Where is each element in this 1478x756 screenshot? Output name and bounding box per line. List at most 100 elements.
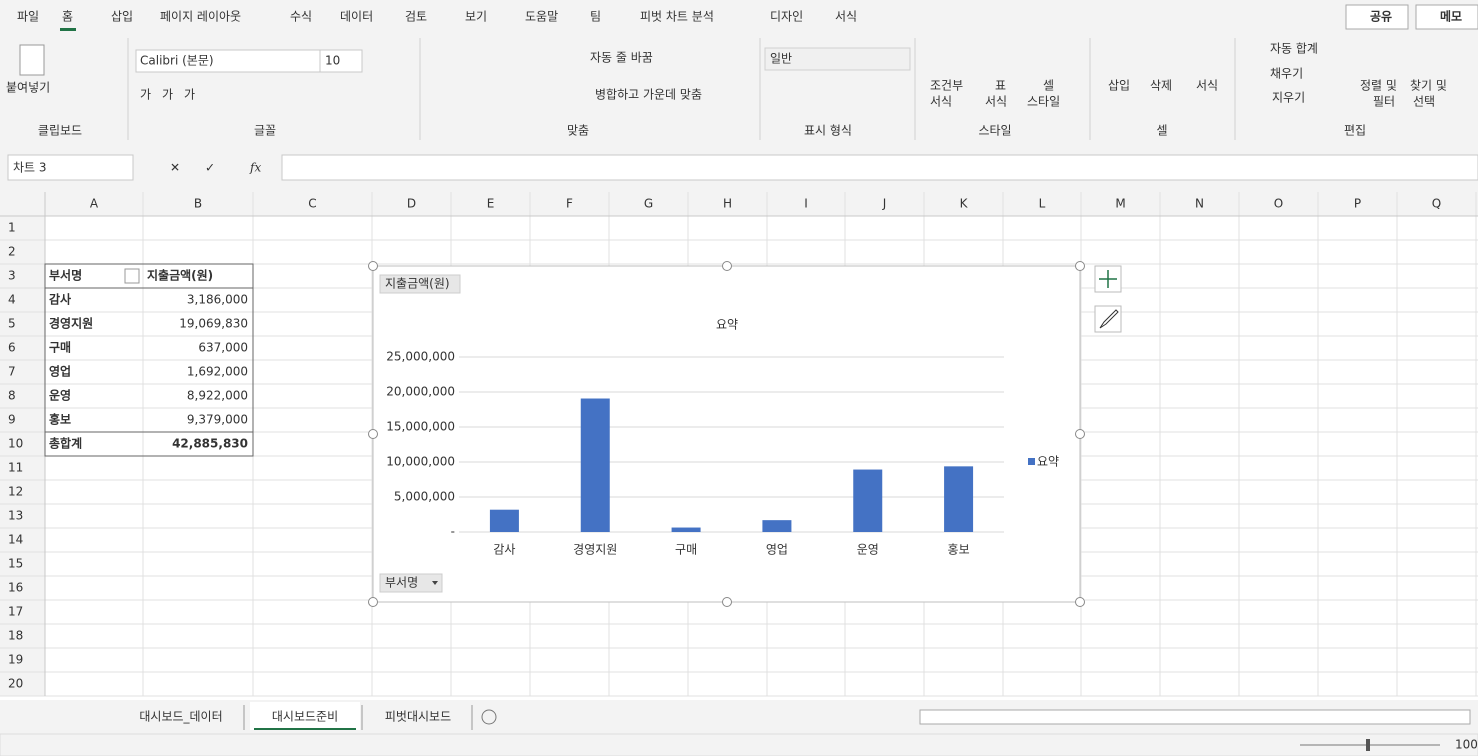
- sheet-tab[interactable]: 대시보드_데이터: [139, 710, 222, 724]
- ribbon-tab[interactable]: 수식: [290, 10, 312, 24]
- bar[interactable]: [944, 466, 974, 532]
- name-box-text[interactable]: 차트 3: [13, 161, 47, 175]
- ribbon-control[interactable]: 선택: [1413, 95, 1435, 109]
- add-sheet-button[interactable]: [481, 709, 497, 725]
- row-header[interactable]: 6: [8, 341, 16, 355]
- share-button[interactable]: [1345, 4, 1409, 30]
- enter-icon[interactable]: ✓: [205, 161, 215, 175]
- fx-label[interactable]: fx: [249, 161, 261, 175]
- resize-handle[interactable]: [368, 261, 378, 271]
- ribbon-control[interactable]: 스타일: [1027, 95, 1060, 109]
- table-cell[interactable]: 3,186,000: [187, 293, 248, 307]
- ribbon-control[interactable]: 병합하고 가운데 맞춤: [595, 88, 702, 102]
- table-cell[interactable]: 637,000: [198, 341, 248, 355]
- chart-title[interactable]: 요약: [716, 317, 738, 332]
- ribbon-control[interactable]: 찾기 및: [1410, 79, 1447, 93]
- ribbon-tab[interactable]: 피벗 차트 분석: [640, 10, 714, 24]
- row-header[interactable]: 14: [8, 533, 23, 547]
- ribbon-control[interactable]: 조건부: [930, 79, 963, 93]
- row-header[interactable]: 7: [8, 365, 16, 379]
- paste-icon[interactable]: [19, 44, 45, 76]
- column-header[interactable]: I: [804, 197, 808, 211]
- active-sheet-tab[interactable]: [250, 702, 360, 730]
- ribbon-control[interactable]: 서식: [930, 95, 952, 109]
- row-header[interactable]: 5: [8, 317, 16, 331]
- resize-handle[interactable]: [1075, 261, 1085, 271]
- ribbon-tab[interactable]: 페이지 레이아웃: [160, 10, 241, 24]
- table-cell[interactable]: 구매: [49, 340, 71, 355]
- ribbon-control[interactable]: 삭제: [1150, 79, 1172, 93]
- row-header[interactable]: 9: [8, 413, 16, 427]
- legend-label[interactable]: 요약: [1037, 454, 1059, 469]
- table-cell[interactable]: 9,379,000: [187, 413, 248, 427]
- ribbon-tab[interactable]: 디자인: [770, 10, 803, 24]
- resize-handle[interactable]: [368, 429, 378, 439]
- column-header[interactable]: E: [487, 197, 495, 211]
- row-header[interactable]: 8: [8, 389, 16, 403]
- cancel-icon[interactable]: ✕: [170, 161, 180, 175]
- dropdown-arrow[interactable]: [432, 581, 438, 585]
- column-header[interactable]: C: [308, 197, 316, 211]
- size-box[interactable]: [319, 49, 363, 73]
- ribbon-control[interactable]: 자동 줄 바꿈: [590, 51, 653, 65]
- memo-button[interactable]: [1415, 4, 1478, 30]
- field-button[interactable]: [379, 573, 443, 593]
- ribbon-control[interactable]: 삽입: [1108, 79, 1130, 93]
- row-header[interactable]: 3: [8, 269, 16, 283]
- table-cell[interactable]: 경영지원: [49, 316, 93, 331]
- number-format-box[interactable]: [764, 47, 911, 71]
- table-cell[interactable]: 지출금액(원): [147, 268, 213, 283]
- row-header[interactable]: 1: [8, 221, 16, 235]
- ribbon-control[interactable]: Calibri (본문): [140, 54, 214, 68]
- ribbon-tab[interactable]: 파일: [17, 10, 39, 24]
- table-cell[interactable]: 영업: [49, 364, 71, 379]
- resize-handle[interactable]: [1075, 429, 1085, 439]
- field-button-label[interactable]: 부서명: [385, 576, 418, 590]
- row-header[interactable]: 4: [8, 293, 16, 307]
- share-label[interactable]: 공유: [1370, 10, 1392, 24]
- chart-area[interactable]: [372, 265, 1081, 603]
- ribbon-tab[interactable]: 팀: [590, 10, 601, 24]
- column-header[interactable]: M: [1115, 197, 1125, 211]
- ribbon-tab[interactable]: 서식: [835, 10, 857, 24]
- bar[interactable]: [489, 509, 519, 532]
- table-cell[interactable]: 8,922,000: [187, 389, 248, 403]
- table-cell[interactable]: 42,885,830: [172, 437, 248, 451]
- formula-input[interactable]: [281, 154, 1478, 181]
- column-header[interactable]: G: [644, 197, 653, 211]
- column-header[interactable]: H: [723, 197, 732, 211]
- ribbon-tab[interactable]: 보기: [465, 10, 487, 24]
- row-header[interactable]: 15: [8, 557, 23, 571]
- column-header[interactable]: J: [882, 197, 887, 211]
- ribbon-control[interactable]: 서식: [985, 95, 1007, 109]
- zoom-level[interactable]: 100%: [1455, 738, 1478, 752]
- table-cell[interactable]: 19,069,830: [179, 317, 248, 331]
- ribbon-tab[interactable]: 도움말: [525, 10, 558, 24]
- row-header[interactable]: 19: [8, 653, 23, 667]
- resize-handle[interactable]: [722, 261, 732, 271]
- column-header[interactable]: F: [566, 197, 573, 211]
- ribbon-control[interactable]: 지우기: [1272, 91, 1305, 105]
- ribbon-tab[interactable]: 데이터: [340, 10, 373, 24]
- bar[interactable]: [671, 527, 701, 532]
- font-style-button[interactable]: 가: [140, 88, 151, 102]
- row-header[interactable]: 13: [8, 509, 23, 523]
- row-header[interactable]: 16: [8, 581, 23, 595]
- font-style-button[interactable]: 가: [162, 88, 173, 102]
- memo-label[interactable]: 메모: [1440, 9, 1462, 24]
- ribbon-control[interactable]: 일반: [770, 52, 792, 66]
- row-header[interactable]: 20: [8, 677, 23, 691]
- table-cell[interactable]: 홍보: [49, 412, 71, 427]
- field-button-label[interactable]: 지출금액(원): [385, 277, 450, 291]
- sheet-tab[interactable]: 피벗대시보드: [385, 710, 451, 724]
- resize-handle[interactable]: [1075, 597, 1085, 607]
- row-header[interactable]: 12: [8, 485, 23, 499]
- ribbon-tab[interactable]: 홈: [62, 10, 73, 24]
- table-cell[interactable]: 총합계: [49, 436, 82, 451]
- ribbon-control[interactable]: 10: [325, 54, 340, 68]
- ribbon-control[interactable]: 자동 합계: [1270, 42, 1318, 56]
- name-box[interactable]: [7, 154, 134, 181]
- ribbon-tab[interactable]: 검토: [405, 10, 427, 24]
- column-header[interactable]: O: [1274, 197, 1283, 211]
- table-cell[interactable]: 부서명: [49, 268, 82, 283]
